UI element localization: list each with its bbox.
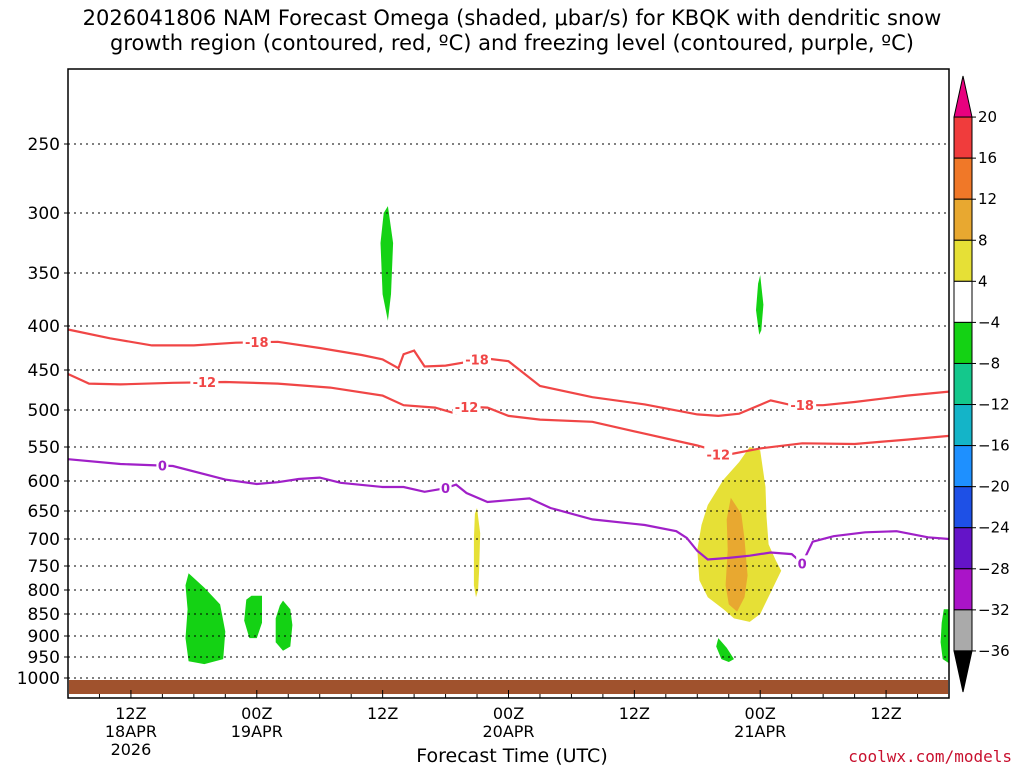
colorbar-swatch-3	[953, 198, 973, 241]
colorbar-swatch-1	[953, 116, 973, 159]
contour-label--12: -12	[707, 448, 731, 463]
x-tick-date-66: 21APR	[734, 722, 786, 741]
contour-label-bg	[796, 555, 809, 572]
contour-label-bg	[190, 374, 219, 390]
omega-shaded-region-0	[380, 206, 394, 321]
colorbar-label--32: −32	[978, 601, 1010, 619]
colorbar-top-triangle	[953, 75, 973, 118]
colorbar-swatch-5	[953, 280, 973, 323]
x-tick-label-6: 12Z	[115, 704, 146, 723]
x-tick-label-18: 00Z	[241, 704, 272, 723]
colorbar-swatch-8	[953, 404, 973, 447]
x-tick-date-42: 20APR	[482, 722, 534, 741]
contour-label-0: 0	[441, 482, 450, 497]
y-tick-label-300: 300	[28, 204, 60, 224]
colorbar-swatch-13	[953, 609, 973, 652]
colorbar-label--16: −16	[978, 437, 1010, 455]
omega-shaded-region-3	[244, 595, 262, 639]
colorbar-label--28: −28	[978, 560, 1010, 578]
y-tick-label-250: 250	[28, 135, 60, 155]
contour-label--18: -18	[245, 336, 269, 351]
colorbar-label-12: 12	[978, 190, 997, 208]
contour-label-0: 0	[158, 459, 167, 474]
y-tick-label-650: 650	[28, 502, 60, 522]
y-tick-label-950: 950	[28, 648, 60, 668]
colorbar-swatch-11	[953, 527, 973, 570]
contour-line--18	[67, 328, 950, 418]
y-tick-label-450: 450	[28, 361, 60, 381]
colorbar-label-20: 20	[978, 108, 997, 126]
y-tick-label-700: 700	[28, 530, 60, 550]
colorbar-label--24: −24	[978, 519, 1010, 537]
chart-title-line-1: 2026041806 NAM Forecast Omega (shaded, μ…	[82, 6, 942, 30]
y-tick-label-400: 400	[28, 317, 60, 337]
x-tick-date-18: 19APR	[231, 722, 283, 741]
contour-label--18: -18	[465, 353, 489, 368]
x-tick-label-78: 12Z	[870, 704, 901, 723]
y-tick-label-500: 500	[28, 401, 60, 421]
y-tick-label-600: 600	[28, 472, 60, 492]
y-tick-label-900: 900	[28, 627, 60, 647]
omega-shaded-region-5	[716, 638, 734, 662]
x-tick-label-66: 00Z	[745, 704, 776, 723]
omega-shaded-region-1	[756, 275, 764, 335]
y-tick-label-800: 800	[28, 581, 60, 601]
y-tick-label-350: 350	[28, 264, 60, 284]
contour-label-0: 0	[798, 557, 807, 572]
contour-label-bg	[452, 398, 481, 415]
y-tick-label-850: 850	[28, 605, 60, 625]
colorbar-label-16: 16	[978, 149, 997, 167]
x-tick-date-6: 18APR	[105, 722, 157, 741]
x-tick-year-6: 2026	[111, 740, 152, 759]
colorbar-label--20: −20	[978, 478, 1010, 496]
colorbar-swatch-12	[953, 568, 973, 611]
contour-label--12: -12	[455, 401, 479, 416]
terrain-band	[69, 680, 948, 694]
contour-label-bg	[463, 351, 492, 368]
colorbar-swatch-6	[953, 321, 973, 364]
chart-title-line-2: growth region (contoured, red, ºC) and f…	[110, 31, 914, 55]
y-tick-label-1000: 1000	[17, 669, 60, 689]
colorbar-swatch-10	[953, 486, 973, 529]
x-tick-label-42: 00Z	[493, 704, 524, 723]
contour-label-bg	[156, 457, 169, 474]
y-tick-label-750: 750	[28, 557, 60, 577]
colorbar-label--8: −8	[978, 354, 1000, 372]
contour-label--12: -12	[193, 376, 217, 391]
colorbar-swatch-9	[953, 445, 973, 488]
colorbar-label--36: −36	[978, 642, 1010, 660]
colorbar-label--12: −12	[978, 396, 1010, 414]
contour-label--18: -18	[790, 399, 814, 414]
colorbar-label--4: −4	[978, 313, 1000, 331]
contour-label-bg	[788, 397, 817, 414]
omega-shaded-region-7	[473, 508, 481, 598]
contour-label-bg	[439, 480, 452, 497]
credit-text[interactable]: coolwx.com/models	[848, 747, 1012, 766]
y-tick-label-550: 550	[28, 438, 60, 458]
colorbar-swatch-2	[953, 157, 973, 200]
contour-label-bg	[704, 446, 733, 463]
colorbar-bottom-triangle	[953, 650, 973, 693]
omega-shaded-region-4	[275, 600, 293, 651]
colorbar-swatch-4	[953, 239, 973, 282]
colorbar-label-8: 8	[978, 231, 988, 249]
x-tick-label-54: 12Z	[619, 704, 650, 723]
x-axis-label: Forecast Time (UTC)	[416, 745, 608, 767]
colorbar-swatch-7	[953, 362, 973, 406]
omega-shaded-region-9	[725, 497, 748, 612]
contour-label-bg	[242, 333, 271, 350]
colorbar-label-4: 4	[978, 272, 988, 290]
x-tick-label-30: 12Z	[367, 704, 398, 723]
omega-shaded-region-2	[185, 573, 226, 665]
